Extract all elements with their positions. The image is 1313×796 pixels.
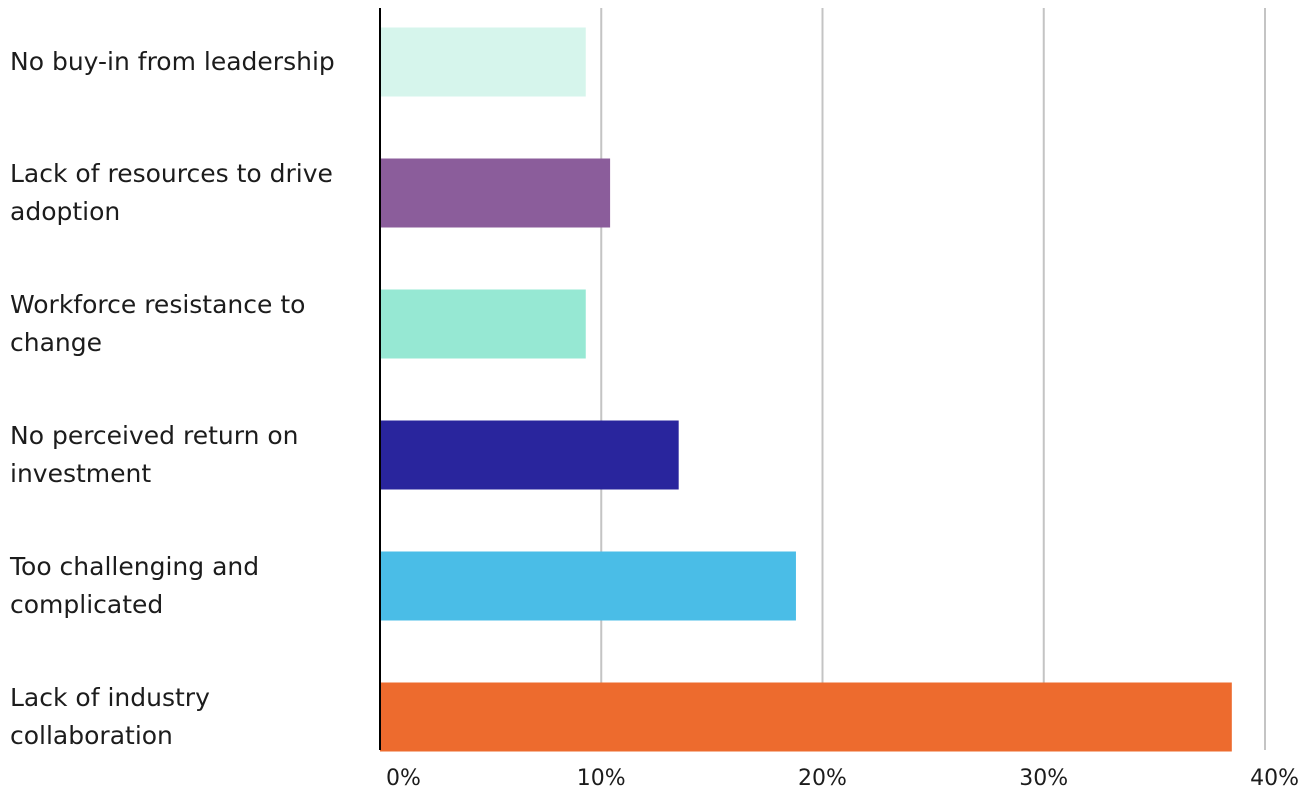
bar-2 (380, 158, 611, 228)
bar-3 (380, 289, 586, 359)
x-axis-ticks: 0% 10% 20% 30% 40% (386, 766, 1299, 791)
x-tick-label-10pct: 10% (577, 766, 626, 791)
x-tick-label-0pct: 0% (386, 766, 421, 791)
category-label-3: Workforce resistance to change (10, 290, 306, 357)
category-label-6: Lack of industry collaboration (10, 683, 210, 750)
x-tick-label-40pct: 40% (1250, 766, 1299, 791)
bar-6 (380, 682, 1232, 752)
category-label-5: Too challenging and complicated (10, 552, 260, 619)
grid-lines (600, 8, 1266, 750)
bar-5 (380, 551, 796, 621)
x-tick-label-20pct: 20% (798, 766, 847, 791)
x-tick-label-30pct: 30% (1019, 766, 1068, 791)
category-label-2: Lack of resources to drive adoption (10, 159, 333, 226)
bar-1 (380, 27, 586, 97)
bars (380, 27, 1232, 752)
bar-4 (380, 420, 679, 490)
category-label-4: No perceived return on investment (10, 421, 299, 488)
category-label-1: No buy-in from leadership (10, 47, 335, 76)
